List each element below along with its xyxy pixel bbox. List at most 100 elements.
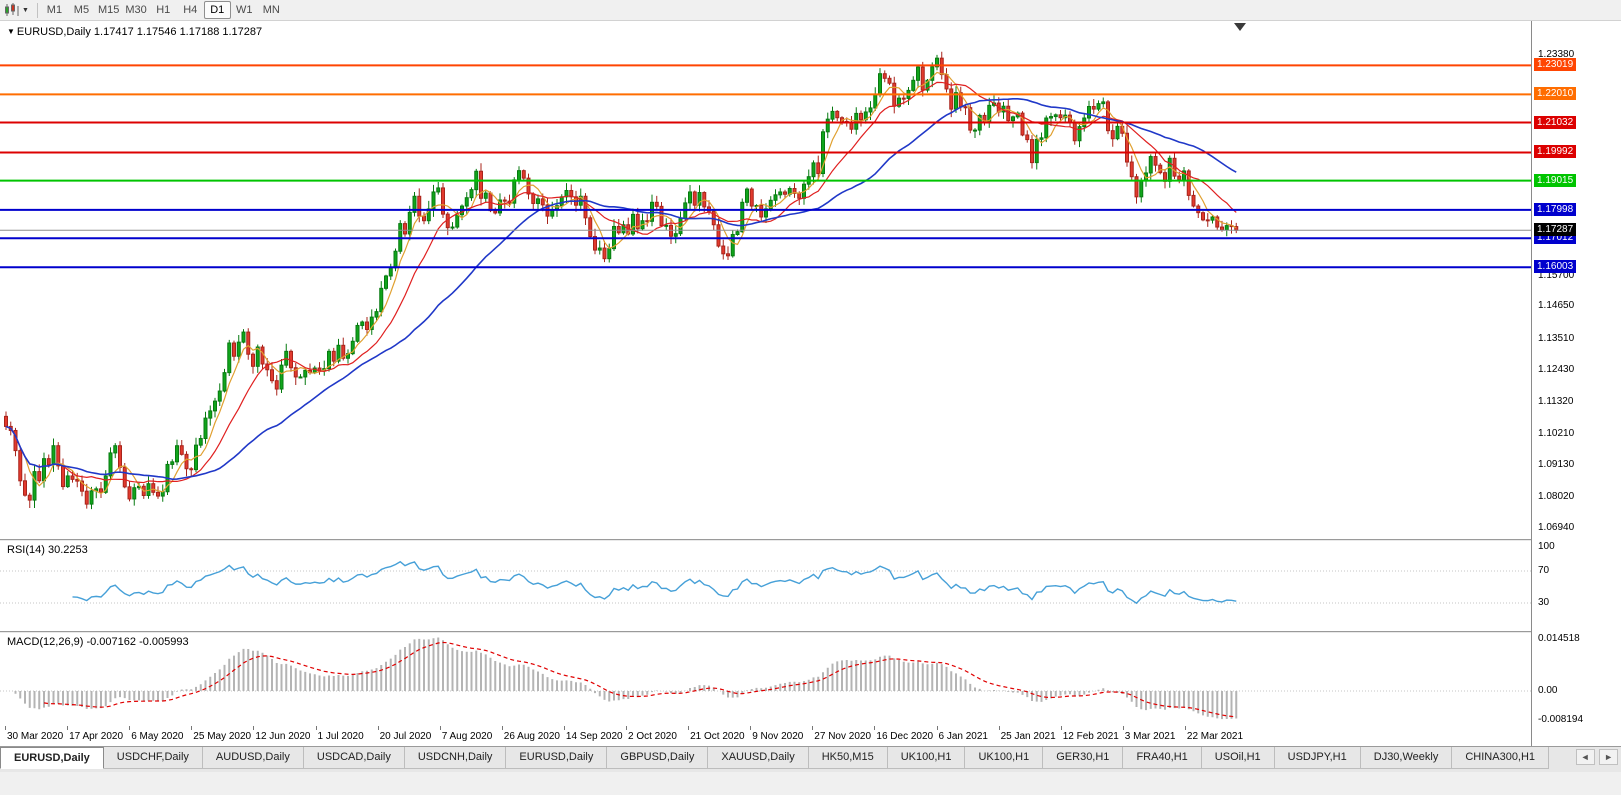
chart-tab-usdjpy-h1[interactable]: USDJPY,H1 xyxy=(1274,747,1361,769)
tab-scroll-left-icon[interactable]: ◄ xyxy=(1575,749,1595,765)
time-axis-tick xyxy=(874,726,876,730)
chart-tab-china300-h1[interactable]: CHINA300,H1 xyxy=(1452,747,1550,769)
chart-tab-hk50-m15[interactable]: HK50,M15 xyxy=(808,747,888,769)
time-axis-tick xyxy=(191,726,193,730)
time-axis-tick xyxy=(439,726,441,730)
time-axis[interactable]: 30 Mar 2020 17 Apr 2020 6 May 2020 25 May 2… xyxy=(0,726,1531,746)
time-axis-tick xyxy=(5,726,6,730)
chart-title: ▼ EURUSD,Daily 1.17417 1.17546 1.17188 1.… xyxy=(7,26,262,38)
timeframe-button-h4[interactable]: H4 xyxy=(183,4,198,16)
time-axis-label: 7 Aug 2020 xyxy=(441,731,493,742)
chart-tab-usdchf-daily[interactable]: USDCHF,Daily xyxy=(103,747,203,769)
axis-label-0.00: 0.00 xyxy=(1538,685,1558,696)
macd-histogram xyxy=(14,637,1238,720)
price-badge-1.21032: 1.21032 xyxy=(1534,115,1577,129)
axis-label-1.11320: 1.11320 xyxy=(1538,395,1574,407)
ohlc-marker-icon: ▼ xyxy=(7,27,15,36)
time-axis-tick xyxy=(563,726,565,730)
price-badge-1.17998: 1.17998 xyxy=(1534,202,1577,216)
chart-tab-ger30-h1[interactable]: GER30,H1 xyxy=(1043,747,1124,769)
time-axis-label: 12 Jun 2020 xyxy=(255,731,311,742)
time-axis-tick xyxy=(1184,726,1186,730)
axis-label--0.008194: -0.008194 xyxy=(1538,714,1584,726)
status-strip xyxy=(0,772,1621,795)
timeframe-button-m30[interactable]: M30 xyxy=(125,4,147,16)
axis-label-30: 30 xyxy=(1538,597,1550,608)
time-axis-label: 14 Sep 2020 xyxy=(565,731,623,742)
axis-label-1.23380: 1.23380 xyxy=(1538,49,1575,60)
panel-splitter[interactable] xyxy=(0,631,1621,633)
chart-shift-marker-icon[interactable] xyxy=(1234,23,1246,31)
price-badge-1.19015: 1.19015 xyxy=(1534,173,1577,187)
time-axis-label: 3 Mar 2021 xyxy=(1124,731,1176,742)
chart-type-icon[interactable] xyxy=(4,3,21,18)
time-axis-tick xyxy=(812,726,814,730)
chart-tab-fra40-h1[interactable]: FRA40,H1 xyxy=(1123,747,1202,769)
price-badge-1.22010: 1.22010 xyxy=(1534,87,1577,101)
timeframe-button-w1[interactable]: W1 xyxy=(236,4,253,16)
toolbar-separator xyxy=(36,2,38,18)
ma-34-line xyxy=(5,98,1237,480)
rsi-line xyxy=(72,560,1237,605)
timeframe-button-h1[interactable]: H1 xyxy=(156,4,171,16)
time-axis-label: 22 Mar 2021 xyxy=(1186,731,1244,742)
price-badge-1.19992: 1.19992 xyxy=(1534,145,1577,159)
axis-label-1.10210: 1.10210 xyxy=(1538,427,1575,439)
chart-tab-audusd-daily[interactable]: AUDUSD,Daily xyxy=(202,747,304,769)
axis-label-1.15700: 1.15700 xyxy=(1538,269,1575,281)
time-axis-label: 6 Jan 2021 xyxy=(938,731,989,742)
panel-splitter[interactable] xyxy=(0,539,1621,541)
chart-tab-usdcad-daily[interactable]: USDCAD,Daily xyxy=(303,747,405,769)
chevron-down-icon[interactable]: ▼ xyxy=(22,6,29,14)
time-axis-tick xyxy=(1060,726,1062,730)
main-price-chart[interactable] xyxy=(0,21,1531,539)
time-axis-tick xyxy=(253,726,255,730)
time-axis-tick xyxy=(750,726,752,730)
time-axis-tick xyxy=(1122,726,1124,730)
chart-tab-xauusd-daily[interactable]: XAUUSD,Daily xyxy=(708,747,809,769)
tab-scroll-controls: ◄ ► xyxy=(1574,749,1618,765)
chart-tab-uk100-h1[interactable]: UK100,H1 xyxy=(965,747,1044,769)
time-axis-label: 17 Apr 2020 xyxy=(69,731,124,742)
chart-tab-dj30-weekly[interactable]: DJ30,Weekly xyxy=(1360,747,1453,769)
timeframe-button-d1[interactable]: D1 xyxy=(203,1,231,19)
axis-label-1.06940: 1.06940 xyxy=(1538,522,1575,533)
time-axis-tick xyxy=(998,726,1000,730)
chart-tab-usdcnh-daily[interactable]: USDCNH,Daily xyxy=(404,747,507,769)
candlestick-series xyxy=(4,51,1239,510)
time-axis-label: 27 Nov 2020 xyxy=(814,731,872,742)
price-badge-1.23019: 1.23019 xyxy=(1534,58,1577,72)
time-axis-label: 25 May 2020 xyxy=(193,731,252,742)
chart-tab-uk100-h1[interactable]: UK100,H1 xyxy=(887,747,966,769)
chart-title-text: EURUSD,Daily 1.17417 1.17546 1.17188 1.1… xyxy=(16,26,263,38)
price-axis[interactable]: 1.23380 1.15700 1.14650 1.13510 1.12430 1.113… xyxy=(1531,21,1621,746)
timeframe-button-m15[interactable]: M15 xyxy=(97,4,120,16)
macd-signal-line xyxy=(43,641,1237,718)
chart-tab-gbpusd-daily[interactable]: GBPUSD,Daily xyxy=(607,747,709,769)
chart-tab-usoil-h1[interactable]: USOil,H1 xyxy=(1201,747,1275,769)
chart-tab-eurusd-daily[interactable]: EURUSD,Daily xyxy=(506,747,608,769)
time-axis-label: 21 Oct 2020 xyxy=(690,731,745,742)
price-badge-1.16003: 1.16003 xyxy=(1534,260,1577,274)
rsi-indicator-panel[interactable] xyxy=(0,541,1531,631)
time-axis-label: 1 Jul 2020 xyxy=(317,731,364,742)
axis-label-100: 100 xyxy=(1538,541,1555,552)
timeframe-button-m1[interactable]: M1 xyxy=(46,4,63,16)
tab-scroll-right-icon[interactable]: ► xyxy=(1599,749,1618,765)
time-axis-tick xyxy=(501,726,503,730)
axis-label-1.12430: 1.12430 xyxy=(1538,364,1575,376)
axis-label-1.09130: 1.09130 xyxy=(1538,458,1575,470)
axis-label-70: 70 xyxy=(1538,565,1550,576)
timeframe-button-m5[interactable]: M5 xyxy=(73,4,90,16)
timeframe-button-mn[interactable]: MN xyxy=(262,4,280,16)
macd-indicator-panel[interactable] xyxy=(0,633,1531,726)
chart-tab-eurusd-daily[interactable]: EURUSD,Daily xyxy=(0,747,104,769)
chart-window: ▼ EURUSD,Daily 1.17417 1.17546 1.17188 1.… xyxy=(0,21,1621,746)
time-axis-label: 2 Oct 2020 xyxy=(628,731,677,742)
time-axis-tick xyxy=(377,726,379,730)
time-axis-label: 6 May 2020 xyxy=(131,731,184,742)
time-axis-tick xyxy=(936,726,938,730)
price-badge-1.17287: 1.17287 xyxy=(1534,223,1577,237)
time-axis-tick xyxy=(688,726,690,730)
axis-label-1.08020: 1.08020 xyxy=(1538,490,1575,502)
